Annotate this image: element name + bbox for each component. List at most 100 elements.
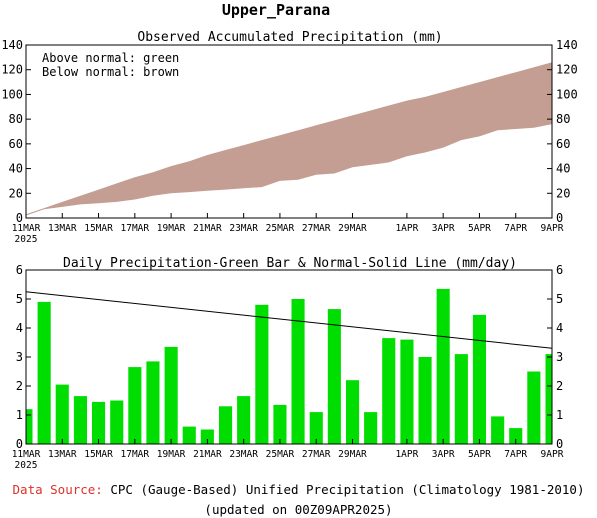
daily-ytick-label-left: 2 [16, 379, 23, 393]
daily-ytick-label-left: 5 [16, 292, 23, 306]
daily-precip-bar [92, 401, 106, 444]
daily-precip-bar [291, 299, 305, 444]
daily-precip-bar [182, 426, 196, 444]
accum-ytick-label-left: 60 [9, 137, 23, 151]
accum-xtick-label: 17MAR [121, 223, 150, 234]
accum-ytick-label-left: 80 [9, 112, 23, 126]
daily-precip-bar [436, 288, 450, 444]
daily-precip-bar [255, 304, 269, 444]
daily-precip-bar [545, 354, 552, 444]
daily-xtick-label: 15MAR [84, 449, 113, 460]
daily-precip-bar [110, 400, 124, 444]
daily-precip-bar [509, 428, 523, 444]
daily-precip-bar [364, 412, 378, 444]
daily-ytick-label-right: 2 [556, 379, 563, 393]
daily-ytick-label-right: 5 [556, 292, 563, 306]
daily-precip-bar [327, 309, 341, 444]
daily-xtick-year-label: 2025 [15, 460, 38, 471]
accum-ytick-label-right: 80 [556, 112, 570, 126]
daily-precip-bar [128, 367, 142, 444]
updated-timestamp: (updated on 00Z09APR2025) [204, 502, 393, 517]
daily-precip-bar [472, 314, 486, 444]
daily-ytick-label-left: 3 [16, 350, 23, 364]
daily-ytick-label-right: 0 [556, 437, 563, 451]
daily-xtick-label: 29MAR [338, 449, 367, 460]
daily-plot-frame [25, 269, 553, 445]
data-source-text: CPC (Gauge-Based) Unified Precipitation … [110, 482, 585, 497]
daily-xtick-label: 9APR [541, 449, 564, 460]
daily-chart-title: Daily Precipitation-Green Bar & Normal-S… [63, 256, 517, 271]
accum-ytick-label-left: 0 [16, 211, 23, 225]
daily-ytick-label-left: 6 [16, 263, 23, 277]
accum-ytick-label-left: 100 [1, 87, 23, 101]
daily-precip-bar [527, 371, 541, 444]
data-source-line: Data Source: CPC (Gauge-Based) Unified P… [0, 482, 597, 497]
daily-precip-bar [146, 361, 160, 444]
accum-ytick-label-left: 20 [9, 186, 23, 200]
daily-xtick-label: 3APR [432, 449, 455, 460]
daily-xtick-label: 13MAR [48, 449, 77, 460]
below-normal-band [26, 62, 552, 216]
accum-ytick-label-right: 20 [556, 186, 570, 200]
normal-precip-line [25, 291, 553, 349]
daily-xtick-label: 17MAR [121, 449, 150, 460]
daily-precipitation-chart: Daily Precipitation-Green Bar & Normal-S… [12, 256, 564, 471]
accum-ytick-label-right: 0 [556, 211, 563, 225]
accum-plot-frame [25, 44, 553, 219]
data-source-label: Data Source: [12, 482, 103, 497]
daily-ytick-label-right: 1 [556, 408, 563, 422]
daily-xtick-label: 23MAR [229, 449, 258, 460]
page-title: Upper_Parana [222, 1, 330, 19]
accum-ytick-label-right: 140 [556, 38, 578, 52]
daily-precip-bar [382, 338, 396, 444]
daily-precip-bar [454, 354, 468, 444]
daily-precip-bar [219, 406, 233, 444]
daily-xtick-label: 19MAR [157, 449, 186, 460]
accum-xtick-year-label: 2025 [15, 234, 38, 245]
accum-xtick-label: 9APR [541, 223, 564, 234]
daily-xtick-label: 27MAR [302, 449, 331, 460]
daily-xtick-label: 11MAR [12, 449, 41, 460]
daily-ytick-label-right: 4 [556, 321, 563, 335]
daily-ytick-label-left: 1 [16, 408, 23, 422]
accum-ytick-label-left: 40 [9, 162, 23, 176]
daily-xtick-label: 7APR [504, 449, 527, 460]
accumulated-precipitation-chart: Observed Accumulated Precipitation (mm) … [1, 30, 577, 245]
daily-xtick-label: 25MAR [266, 449, 295, 460]
accum-xtick-label: 23MAR [229, 223, 258, 234]
daily-precip-bar [273, 404, 287, 444]
daily-precip-bar [200, 429, 214, 444]
accum-xtick-label: 1APR [395, 223, 418, 234]
daily-ytick-label-left: 0 [16, 437, 23, 451]
accum-ytick-label-right: 60 [556, 137, 570, 151]
daily-ytick-label-right: 3 [556, 350, 563, 364]
accum-xtick-label: 7APR [504, 223, 527, 234]
daily-precip-bar [55, 384, 69, 444]
daily-precip-bar [418, 357, 432, 444]
accum-xtick-label: 3APR [432, 223, 455, 234]
legend-below-normal: Below normal: brown [42, 65, 179, 79]
accum-xtick-label: 25MAR [266, 223, 295, 234]
daily-precip-bar [73, 396, 87, 444]
daily-ytick-label-left: 4 [16, 321, 23, 335]
daily-ytick-label-right: 6 [556, 263, 563, 277]
daily-xtick-label: 21MAR [193, 449, 222, 460]
accumulated-chart-title: Observed Accumulated Precipitation (mm) [137, 30, 442, 45]
accum-xtick-label: 15MAR [84, 223, 113, 234]
daily-precip-bar [37, 301, 51, 444]
daily-precip-bar [346, 380, 360, 444]
accum-ytick-label-left: 140 [1, 38, 23, 52]
accum-ytick-label-right: 120 [556, 63, 578, 77]
daily-xtick-label: 5APR [468, 449, 491, 460]
accum-ytick-label-right: 40 [556, 162, 570, 176]
accum-xtick-label: 5APR [468, 223, 491, 234]
accum-xtick-label: 21MAR [193, 223, 222, 234]
daily-precip-bar [400, 339, 414, 444]
daily-precip-bar [164, 346, 178, 444]
daily-precip-bar [26, 409, 33, 444]
accum-xtick-label: 29MAR [338, 223, 367, 234]
accum-xtick-label: 11MAR [12, 223, 41, 234]
daily-xtick-label: 1APR [395, 449, 418, 460]
accum-ytick-label-left: 120 [1, 63, 23, 77]
